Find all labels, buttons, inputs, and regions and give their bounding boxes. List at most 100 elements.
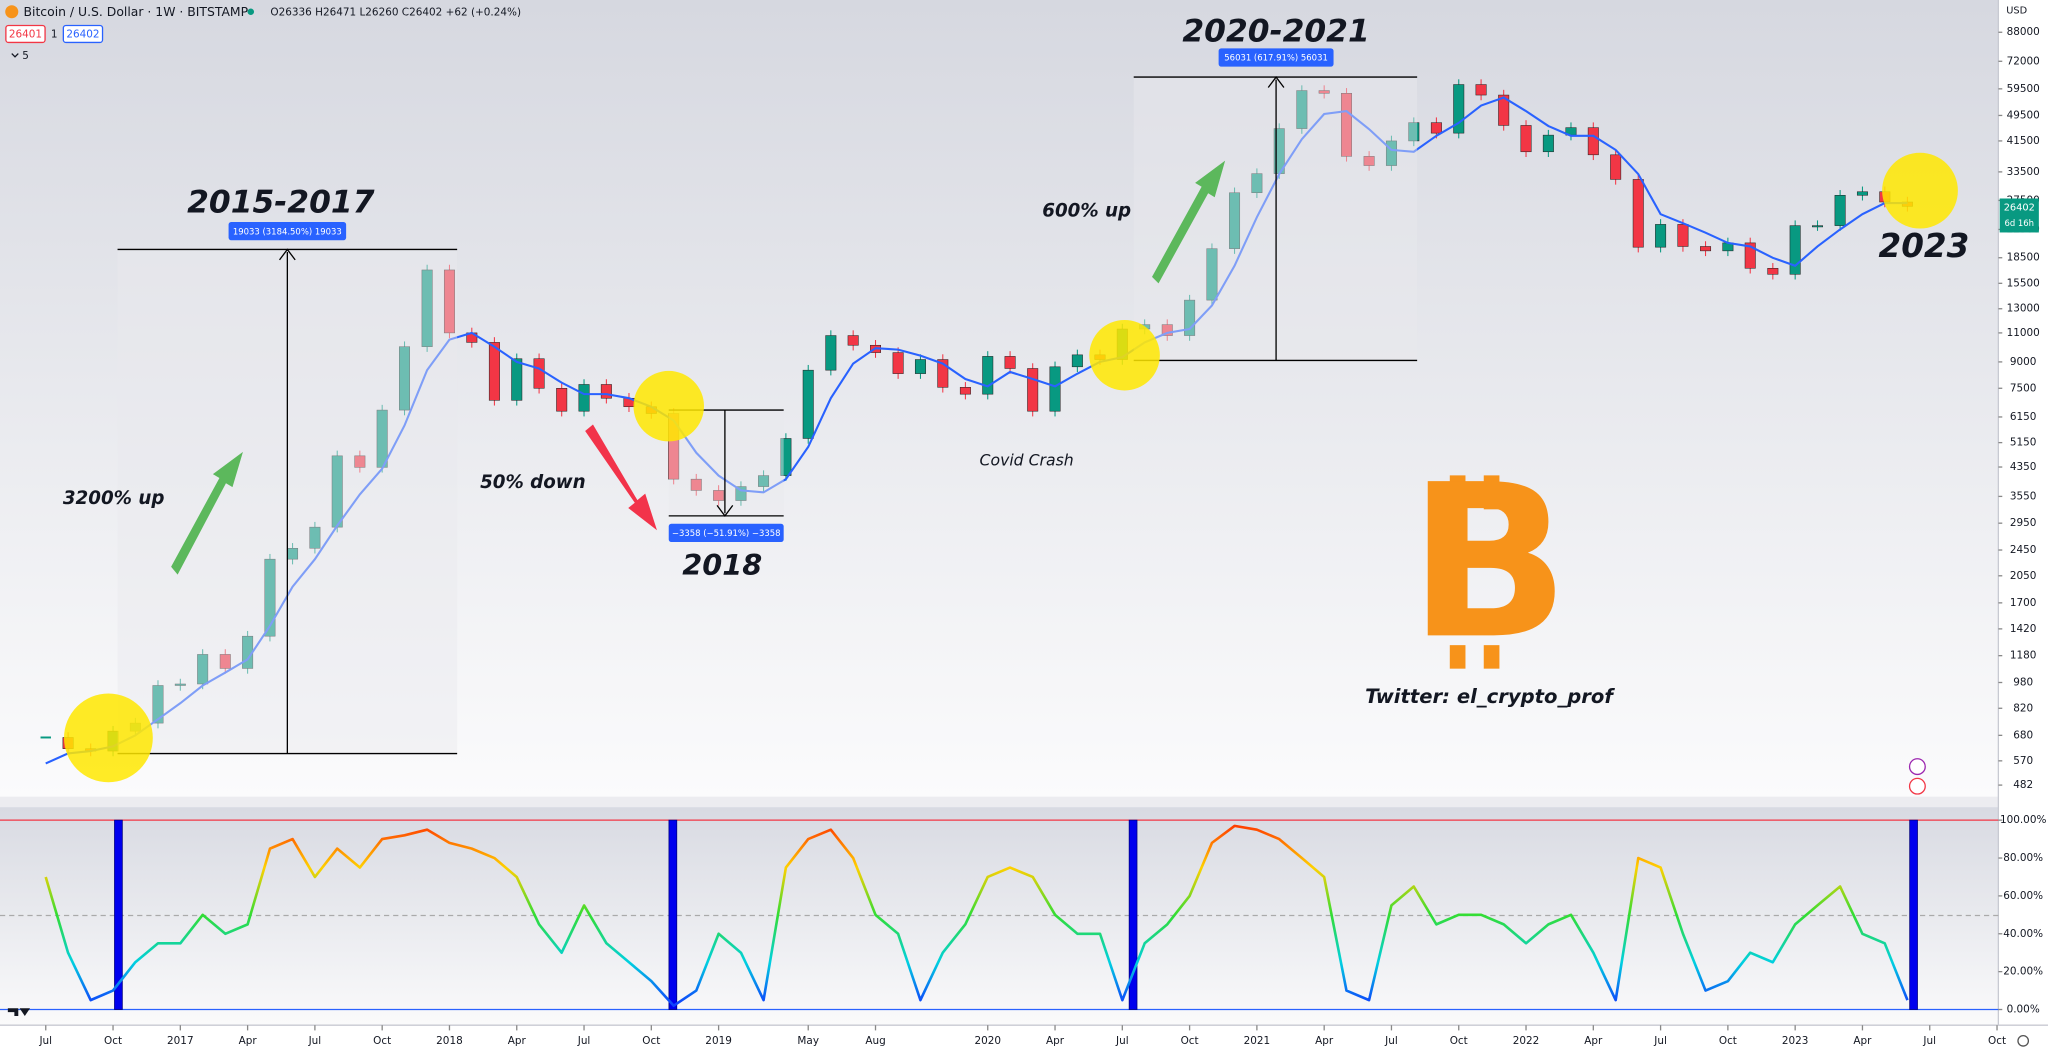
candle xyxy=(556,388,568,412)
y-tick-label: 1420 xyxy=(2010,623,2037,635)
y-tick-label: 570 xyxy=(2013,755,2033,767)
x-tick-label: Jul xyxy=(1115,1035,1129,1047)
annotation: 3200% up xyxy=(63,488,165,509)
x-tick-label: Apr xyxy=(1853,1035,1872,1047)
candle xyxy=(1027,368,1039,412)
annotation: Twitter: el_crypto_prof xyxy=(1365,685,1615,708)
last-price: 26402 xyxy=(2004,203,2035,214)
x-tick-label: Jul xyxy=(1922,1035,1936,1047)
candle xyxy=(511,358,523,401)
y-tick-label: 5150 xyxy=(2010,437,2037,449)
measure-label: 56031 (617.91%) 56031 xyxy=(1224,53,1328,63)
candle xyxy=(937,359,949,388)
bid-box[interactable] xyxy=(5,24,46,44)
symbol[interactable]: Bitcoin / U.S. Dollar · 1W · BITSTAMP xyxy=(24,4,249,19)
indicator-count[interactable]: 5 xyxy=(22,50,29,62)
y-tick-label: 7500 xyxy=(2010,382,2037,394)
candle xyxy=(1744,242,1756,269)
candle xyxy=(825,335,837,371)
candle xyxy=(1184,299,1196,336)
annotation-title: 2015-2017 xyxy=(187,185,375,221)
candle xyxy=(1161,324,1173,336)
candle xyxy=(399,346,411,411)
bid[interactable]: 26401 xyxy=(9,29,42,41)
y-tick-label: 49500 xyxy=(2007,109,2040,121)
candle xyxy=(735,486,747,501)
ask-box[interactable] xyxy=(62,24,104,44)
candle xyxy=(1834,195,1846,226)
signal-bar xyxy=(114,819,123,1010)
x-tick-label: Apr xyxy=(239,1035,258,1047)
candle xyxy=(690,478,702,491)
up-arrow xyxy=(171,451,243,575)
settings-icon[interactable] xyxy=(2017,1034,2030,1047)
candle xyxy=(1341,93,1352,157)
candle xyxy=(1789,225,1801,275)
signal-bar xyxy=(1128,819,1138,1010)
candle xyxy=(1542,134,1554,153)
x-tick-label: Apr xyxy=(1046,1035,1065,1047)
x-tick-label: 2017 xyxy=(167,1035,194,1047)
y-tick-label: 9000 xyxy=(2010,356,2037,368)
y-tick-label: 1180 xyxy=(2010,650,2037,662)
candle xyxy=(1004,356,1016,369)
highlight-circle xyxy=(64,693,153,783)
currency[interactable]: USD xyxy=(2006,5,2027,16)
moving-average xyxy=(45,96,1908,765)
candle xyxy=(219,654,231,669)
pane-separator xyxy=(0,796,1999,808)
candle xyxy=(1363,156,1375,166)
x-tick-label: Oct xyxy=(1450,1035,1468,1047)
collapse-chevron[interactable] xyxy=(11,53,19,58)
x-tick-label: Oct xyxy=(1719,1035,1737,1047)
candle xyxy=(1229,192,1241,249)
highlight-circle xyxy=(1089,319,1160,391)
ask[interactable]: 26402 xyxy=(66,29,99,41)
event-icon[interactable] xyxy=(1908,758,1926,776)
y-tick-label: 2450 xyxy=(2010,544,2037,556)
up-arrow xyxy=(1152,160,1226,284)
x-tick-label: Oct xyxy=(373,1035,391,1047)
y-tick-label: 41500 xyxy=(2007,135,2040,147)
x-tick-label: Oct xyxy=(642,1035,660,1047)
y-tick-label: 59500 xyxy=(2007,83,2040,95)
x-tick-label: Aug xyxy=(865,1035,885,1047)
ohlc: O26336 H26471 L26260 C26402 +62 (+0.24%) xyxy=(270,6,521,18)
x-tick-label: Jul xyxy=(1653,1035,1667,1047)
tv-logo xyxy=(7,1008,31,1017)
candle xyxy=(1318,90,1330,94)
price-pane xyxy=(0,0,1999,797)
candle xyxy=(578,384,590,412)
x-tick-label: Oct xyxy=(1181,1035,1199,1047)
annotation-title: 2020-2021 xyxy=(1182,14,1369,50)
candle xyxy=(1498,94,1510,126)
spread: 1 xyxy=(51,29,58,41)
candle xyxy=(421,269,433,347)
candle xyxy=(1251,173,1263,194)
y-tick-label: 60.00% xyxy=(2003,890,2043,902)
x-tick-label: Jul xyxy=(38,1035,52,1047)
measure-2015-2017: 19033 (3184.50%) 19033 xyxy=(117,222,458,755)
event-icon[interactable] xyxy=(1908,777,1926,795)
y-tick-label: 72000 xyxy=(2007,55,2040,67)
candle xyxy=(152,685,164,724)
candle xyxy=(1296,90,1308,129)
signal-bar xyxy=(1909,819,1918,1010)
y-tick-label: 6150 xyxy=(2010,411,2037,423)
x-tick-label: 2020 xyxy=(974,1035,1001,1047)
y-tick-label: 1700 xyxy=(2010,597,2037,609)
candle xyxy=(892,352,904,374)
status-dot xyxy=(247,8,255,16)
candle xyxy=(309,526,321,549)
y-tick-label: 820 xyxy=(2013,702,2033,714)
highlight-circle xyxy=(633,370,704,442)
y-tick-label: 20.00% xyxy=(2003,966,2043,978)
candle xyxy=(982,356,994,395)
y-tick-label: 40.00% xyxy=(2003,928,2043,940)
candle xyxy=(443,269,455,334)
x-tick-label: Apr xyxy=(1315,1035,1334,1047)
candle xyxy=(1767,268,1779,275)
y-tick-label: 482 xyxy=(2013,779,2033,791)
price-label-box xyxy=(1999,198,2039,233)
